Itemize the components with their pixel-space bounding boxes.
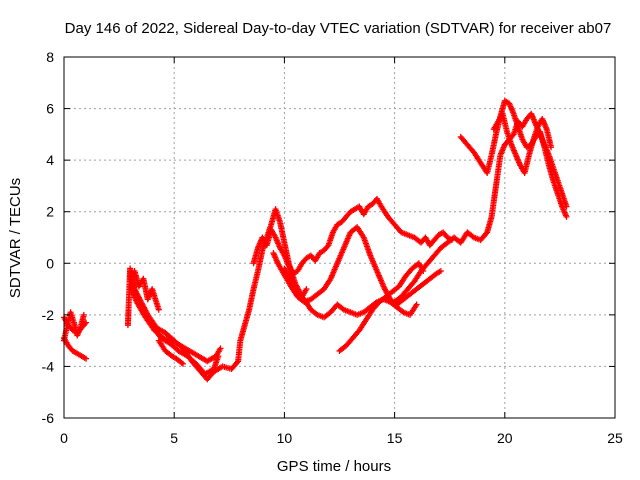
y-axis-label: SDTVAR / TECUs <box>7 178 24 298</box>
y-tick-label: -2 <box>42 307 55 323</box>
data-point <box>548 144 555 151</box>
y-tick-label: 4 <box>46 152 54 168</box>
y-tick-label: 8 <box>46 49 54 65</box>
data-marks <box>61 97 570 383</box>
y-tick-label: 6 <box>46 101 54 117</box>
x-tick-label: 25 <box>607 430 623 446</box>
data-point <box>83 355 90 362</box>
x-tick-label: 5 <box>170 430 178 446</box>
data-point <box>437 268 444 275</box>
data-point <box>303 286 310 293</box>
x-tick-label: 0 <box>60 430 68 446</box>
data-point <box>413 301 420 308</box>
grid <box>64 57 615 418</box>
y-tick-label: -6 <box>42 410 55 426</box>
data-point <box>155 306 162 313</box>
data-point <box>234 359 241 366</box>
y-tick-label: -4 <box>42 358 55 374</box>
data-point <box>80 311 87 318</box>
x-axis-label: GPS time / hours <box>277 458 391 475</box>
data-point <box>158 333 165 340</box>
chart-title: Day 146 of 2022, Sidereal Day-to-day VTE… <box>65 20 612 37</box>
plot-frame <box>63 56 616 419</box>
data-point <box>563 213 570 220</box>
x-tick-label: 20 <box>497 430 513 446</box>
data-point <box>217 345 224 352</box>
axis-ticks: 0 5 10 15 20 25 -6 -4 -2 0 2 4 6 8 <box>42 49 623 446</box>
data-point <box>178 359 185 366</box>
x-tick-label: 15 <box>387 430 403 446</box>
y-tick-label: 0 <box>46 255 54 271</box>
x-tick-label: 10 <box>277 430 293 446</box>
data-point <box>180 360 187 367</box>
y-tick-label: 2 <box>46 204 54 220</box>
